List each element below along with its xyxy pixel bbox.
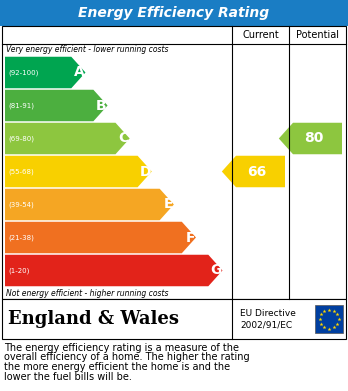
Text: (92-100): (92-100) <box>8 69 38 76</box>
Text: (81-91): (81-91) <box>8 102 34 109</box>
Polygon shape <box>5 123 130 154</box>
Text: A: A <box>74 66 85 79</box>
Bar <box>2 26 346 299</box>
Text: G: G <box>210 264 221 278</box>
Text: F: F <box>185 231 195 244</box>
Text: EU Directive: EU Directive <box>240 308 296 317</box>
Polygon shape <box>5 156 152 187</box>
Text: overall efficiency of a home. The higher the rating: overall efficiency of a home. The higher… <box>4 353 250 362</box>
Text: (21-38): (21-38) <box>8 234 34 241</box>
Polygon shape <box>5 189 174 220</box>
Text: (55-68): (55-68) <box>8 168 34 175</box>
Text: (69-80): (69-80) <box>8 135 34 142</box>
Polygon shape <box>279 123 342 154</box>
Text: 66: 66 <box>247 165 266 179</box>
Text: Current: Current <box>242 30 279 40</box>
Text: Energy Efficiency Rating: Energy Efficiency Rating <box>78 6 270 20</box>
Polygon shape <box>5 255 222 286</box>
Text: Very energy efficient - lower running costs: Very energy efficient - lower running co… <box>6 45 168 54</box>
Text: Not energy efficient - higher running costs: Not energy efficient - higher running co… <box>6 289 168 298</box>
Text: the more energy efficient the home is and the: the more energy efficient the home is an… <box>4 362 230 372</box>
Text: E: E <box>163 197 173 212</box>
Text: B: B <box>96 99 106 113</box>
Text: D: D <box>139 165 151 179</box>
Polygon shape <box>5 222 196 253</box>
Text: C: C <box>118 131 129 145</box>
Text: The energy efficiency rating is a measure of the: The energy efficiency rating is a measur… <box>4 343 239 353</box>
Polygon shape <box>5 90 108 121</box>
Text: 2002/91/EC: 2002/91/EC <box>240 321 292 330</box>
Text: (39-54): (39-54) <box>8 201 34 208</box>
Text: Potential: Potential <box>296 30 339 40</box>
Text: (1-20): (1-20) <box>8 267 29 274</box>
Polygon shape <box>222 156 285 187</box>
Text: 80: 80 <box>304 131 323 145</box>
Bar <box>315 305 343 333</box>
Text: England & Wales: England & Wales <box>8 310 179 328</box>
Bar <box>0 0 348 26</box>
Text: lower the fuel bills will be.: lower the fuel bills will be. <box>4 371 132 382</box>
Polygon shape <box>5 57 86 88</box>
Bar <box>2 299 346 339</box>
